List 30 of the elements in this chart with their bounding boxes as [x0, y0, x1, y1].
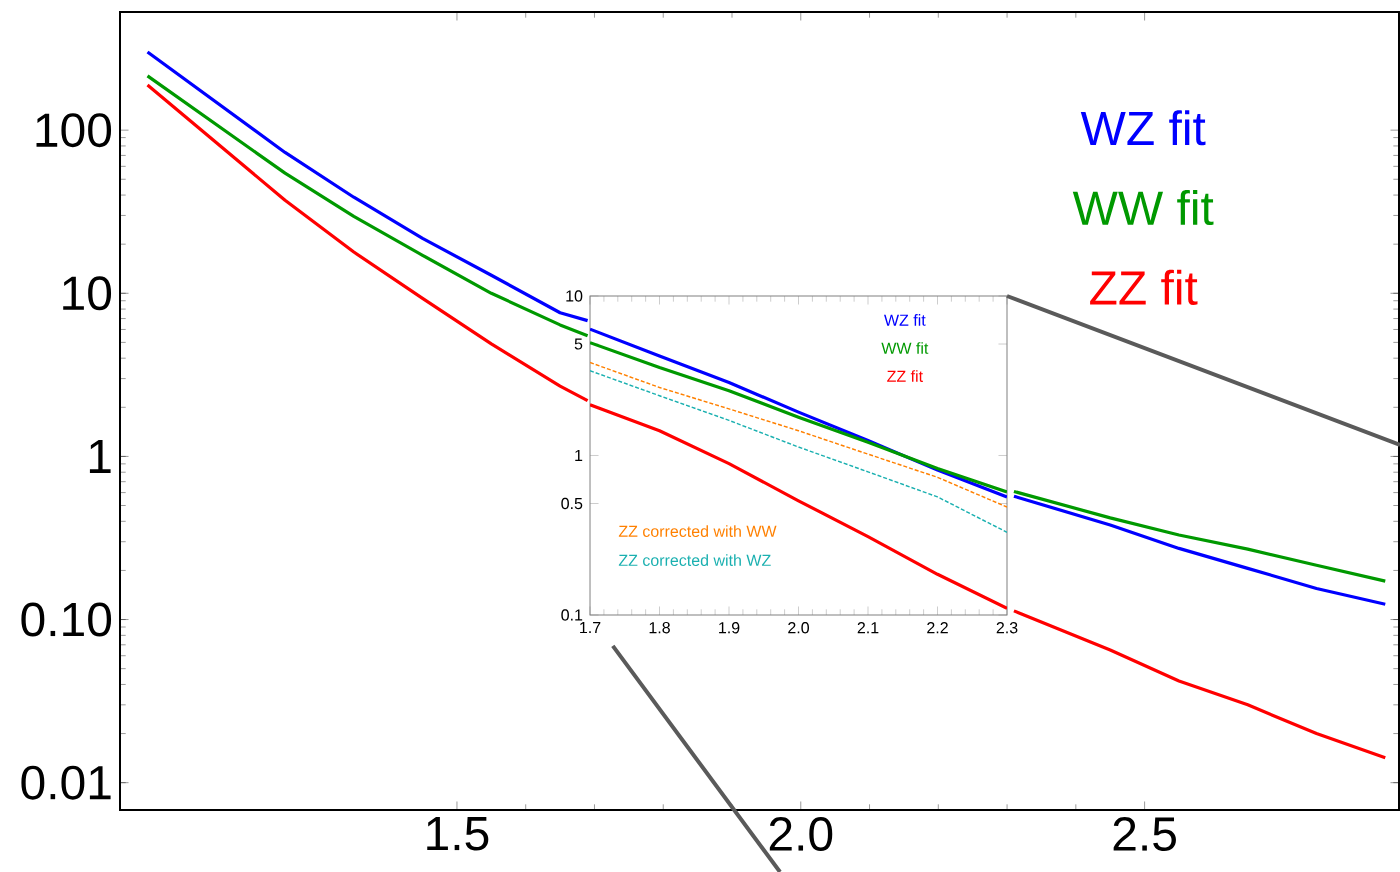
y-tick-label: 0.01	[21, 765, 111, 800]
text: ZZ corrected with WZ	[618, 554, 771, 567]
y-tick-label: 0.10	[21, 602, 112, 637]
text: WZ fit	[884, 314, 926, 326]
y-tick-label: 1	[575, 450, 583, 462]
y-tick-label: 0.1	[561, 609, 583, 621]
line-series	[590, 403, 1007, 610]
x-tick-label: 1.5	[427, 817, 489, 851]
y-tick-label: 5	[574, 338, 583, 350]
text: WZ fit	[1080, 110, 1206, 146]
y-tick-label: 1	[89, 439, 111, 473]
x-tick-label: 1.9	[719, 622, 740, 634]
x-tick-label: 2.0	[788, 622, 810, 634]
x-tick-label: 2.2	[927, 622, 948, 634]
y-tick-label: 100	[36, 113, 112, 148]
text: ZZ corrected with WW	[618, 525, 777, 537]
text: ZZ fit	[1090, 269, 1198, 305]
x-tick-label: 2.5	[1113, 817, 1176, 852]
y-tick-label: 10	[566, 290, 583, 302]
x-tick-label: 2.1	[857, 622, 879, 634]
y-tick-label: 10	[63, 276, 112, 311]
y-tick-label: 0.5	[561, 497, 583, 510]
x-tick-label: 2.0	[769, 817, 833, 852]
text: WW fit	[1072, 189, 1214, 226]
x-tick-label: 1.8	[649, 622, 670, 634]
text: WW fit	[881, 342, 929, 354]
x-tick-label: 2.3	[996, 622, 1018, 634]
x-tick-label: 1.7	[580, 622, 601, 634]
line-series	[590, 361, 1007, 508]
text: ZZ fit	[887, 370, 923, 382]
